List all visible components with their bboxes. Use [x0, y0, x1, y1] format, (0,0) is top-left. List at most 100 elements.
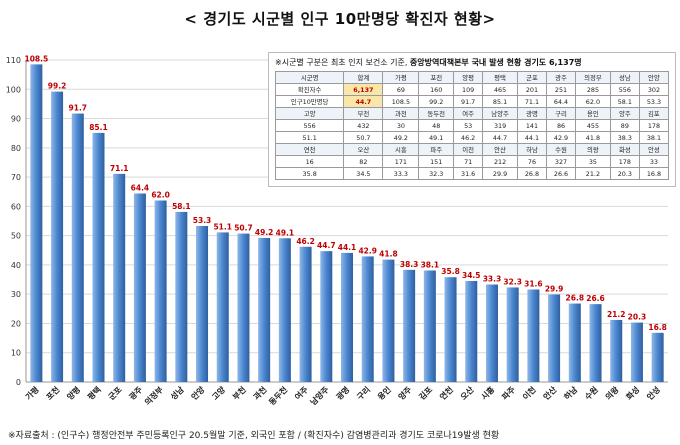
table-cell: 556: [274, 119, 345, 132]
table-cell: 465: [482, 83, 518, 96]
bar: [610, 319, 623, 382]
x-tick-label: 구리: [355, 384, 372, 401]
data-label: 31.6: [524, 279, 543, 288]
table-row: 연천 오산 시흥 파주 이천 안산 하남 수원 의왕 화성 안성: [274, 143, 670, 156]
table-cell: 이천: [453, 143, 484, 156]
x-tick-label: 남양주: [308, 384, 331, 407]
y-tick-label: 0: [16, 378, 21, 387]
y-tick-label: 80: [11, 144, 21, 153]
table-cell: 91.7: [453, 95, 484, 108]
table-cell: 하남: [516, 143, 547, 156]
summary-table: 시군명 합계 가평 포천 양평 평택 군포 광주 의정부 성남 안양 확진자수 6,137 69 160 10…: [274, 71, 670, 180]
x-tick-label: 의왕: [603, 384, 621, 402]
x-tick-label: 광주: [127, 384, 145, 402]
table-cell: 김포: [638, 107, 670, 120]
data-label: 42.9: [358, 246, 377, 255]
table-cell: 44.7: [482, 131, 518, 144]
table-note-prefix: ※시군별 구분은 최초 인지 보건소 기준,: [275, 58, 410, 67]
table-cell: 30: [382, 119, 420, 132]
bar: [403, 269, 416, 382]
table-cell: 51.1: [274, 131, 345, 144]
bar: [527, 289, 540, 382]
table-cell: 99.2: [418, 95, 455, 108]
x-tick-label: 군포: [107, 385, 124, 402]
y-tick-label: 50: [11, 232, 21, 241]
bar: [361, 256, 374, 382]
table-cell: 확진자수: [274, 83, 345, 96]
table-cell: 455: [575, 119, 611, 132]
x-tick-label: 동두천: [267, 384, 290, 407]
table-cell: 광주: [545, 71, 577, 84]
data-label: 26.8: [566, 294, 585, 303]
table-cell: 과천: [382, 107, 420, 120]
table-cell: 26.6: [545, 167, 577, 180]
table-row: 인구10만명당 44.7 108.5 99.2 91.7 85.1 71.1 64.4 62.0…: [274, 95, 670, 108]
x-tick-label: 안산: [541, 384, 559, 402]
x-tick-label: 양평: [65, 384, 82, 401]
table-cell: 의정부: [575, 71, 611, 84]
table-row: 35.8 34.5 33.3 32.3 31.6 29.9 26.8 26.6 21.2 20.3…: [274, 167, 670, 180]
table-cell: 32.3: [418, 167, 455, 180]
table-cell: 21.2: [575, 167, 611, 180]
y-tick-label: 20: [11, 319, 21, 328]
table-cell: 20.3: [609, 167, 640, 180]
bar: [651, 332, 664, 382]
table-cell: 109: [453, 83, 484, 96]
x-tick-label: 가평: [23, 384, 40, 401]
table-cell: 556: [609, 83, 640, 96]
x-tick-label: 의정부: [142, 384, 165, 407]
data-label: 26.6: [586, 294, 605, 303]
data-label: 44.7: [317, 241, 336, 250]
bar: [485, 284, 498, 382]
bar: [196, 225, 209, 382]
x-tick-label: 과천: [251, 384, 268, 401]
table-cell: 85.1: [482, 95, 518, 108]
bar: [444, 277, 457, 382]
table-row: 51.1 50.7 49.2 49.1 46.2 44.7 44.1 42.9 41.8 38.3…: [274, 131, 670, 144]
table-cell: 50.7: [343, 131, 384, 144]
data-label: 44.1: [338, 243, 357, 252]
table-cell: 151: [418, 155, 455, 168]
table-cell: 48: [418, 119, 455, 132]
table-cell: 86: [545, 119, 577, 132]
table-cell: 시흥: [382, 143, 420, 156]
table-cell: 34.5: [343, 167, 384, 180]
bar: [92, 132, 105, 382]
table-cell: 33.3: [382, 167, 420, 180]
data-label: 53.3: [193, 216, 212, 225]
data-label: 29.9: [545, 284, 564, 293]
data-label: 49.1: [276, 228, 295, 237]
x-tick-label: 고양: [210, 384, 228, 402]
table-cell: 38.3: [609, 131, 640, 144]
table-cell: 35.8: [274, 167, 345, 180]
x-tick-label: 광명: [334, 384, 351, 401]
x-tick-label: 용인: [375, 384, 392, 401]
y-tick-label: 60: [11, 202, 21, 211]
bar: [630, 322, 643, 382]
table-cell: 여주: [453, 107, 484, 120]
bar: [71, 113, 84, 382]
x-tick-label: 시흥: [479, 384, 497, 402]
table-cell: 327: [545, 155, 577, 168]
x-tick-label: 하남: [562, 384, 580, 402]
x-tick-label: 양주: [396, 384, 414, 402]
table-cell: 연천: [274, 143, 345, 156]
bar: [340, 252, 354, 382]
table-cell: 44.1: [516, 131, 547, 144]
x-tick-label: 수원: [582, 384, 599, 401]
table-cell: 광명: [516, 107, 547, 120]
table-cell: 58.1: [609, 95, 640, 108]
table-row: 확진자수 6,137 69 160 109 465 201 251 285 556 302: [274, 83, 670, 96]
table-cell: 62.0: [575, 95, 611, 108]
bar: [423, 270, 436, 382]
table-cell: 108.5: [382, 95, 420, 108]
table-cell: 용인: [575, 107, 611, 120]
x-tick-label: 연천: [437, 384, 454, 401]
table-cell: 구리: [545, 107, 577, 120]
data-label: 51.1: [213, 222, 232, 231]
table-row: 시군명 합계 가평 포천 양평 평택 군포 광주 의정부 성남 안양: [274, 71, 670, 84]
table-cell: 76: [516, 155, 547, 168]
table-cell: 양평: [453, 71, 484, 84]
bar: [382, 259, 395, 382]
table-row: 556 432 30 48 53 319 141 86 455 89 178: [274, 119, 670, 132]
